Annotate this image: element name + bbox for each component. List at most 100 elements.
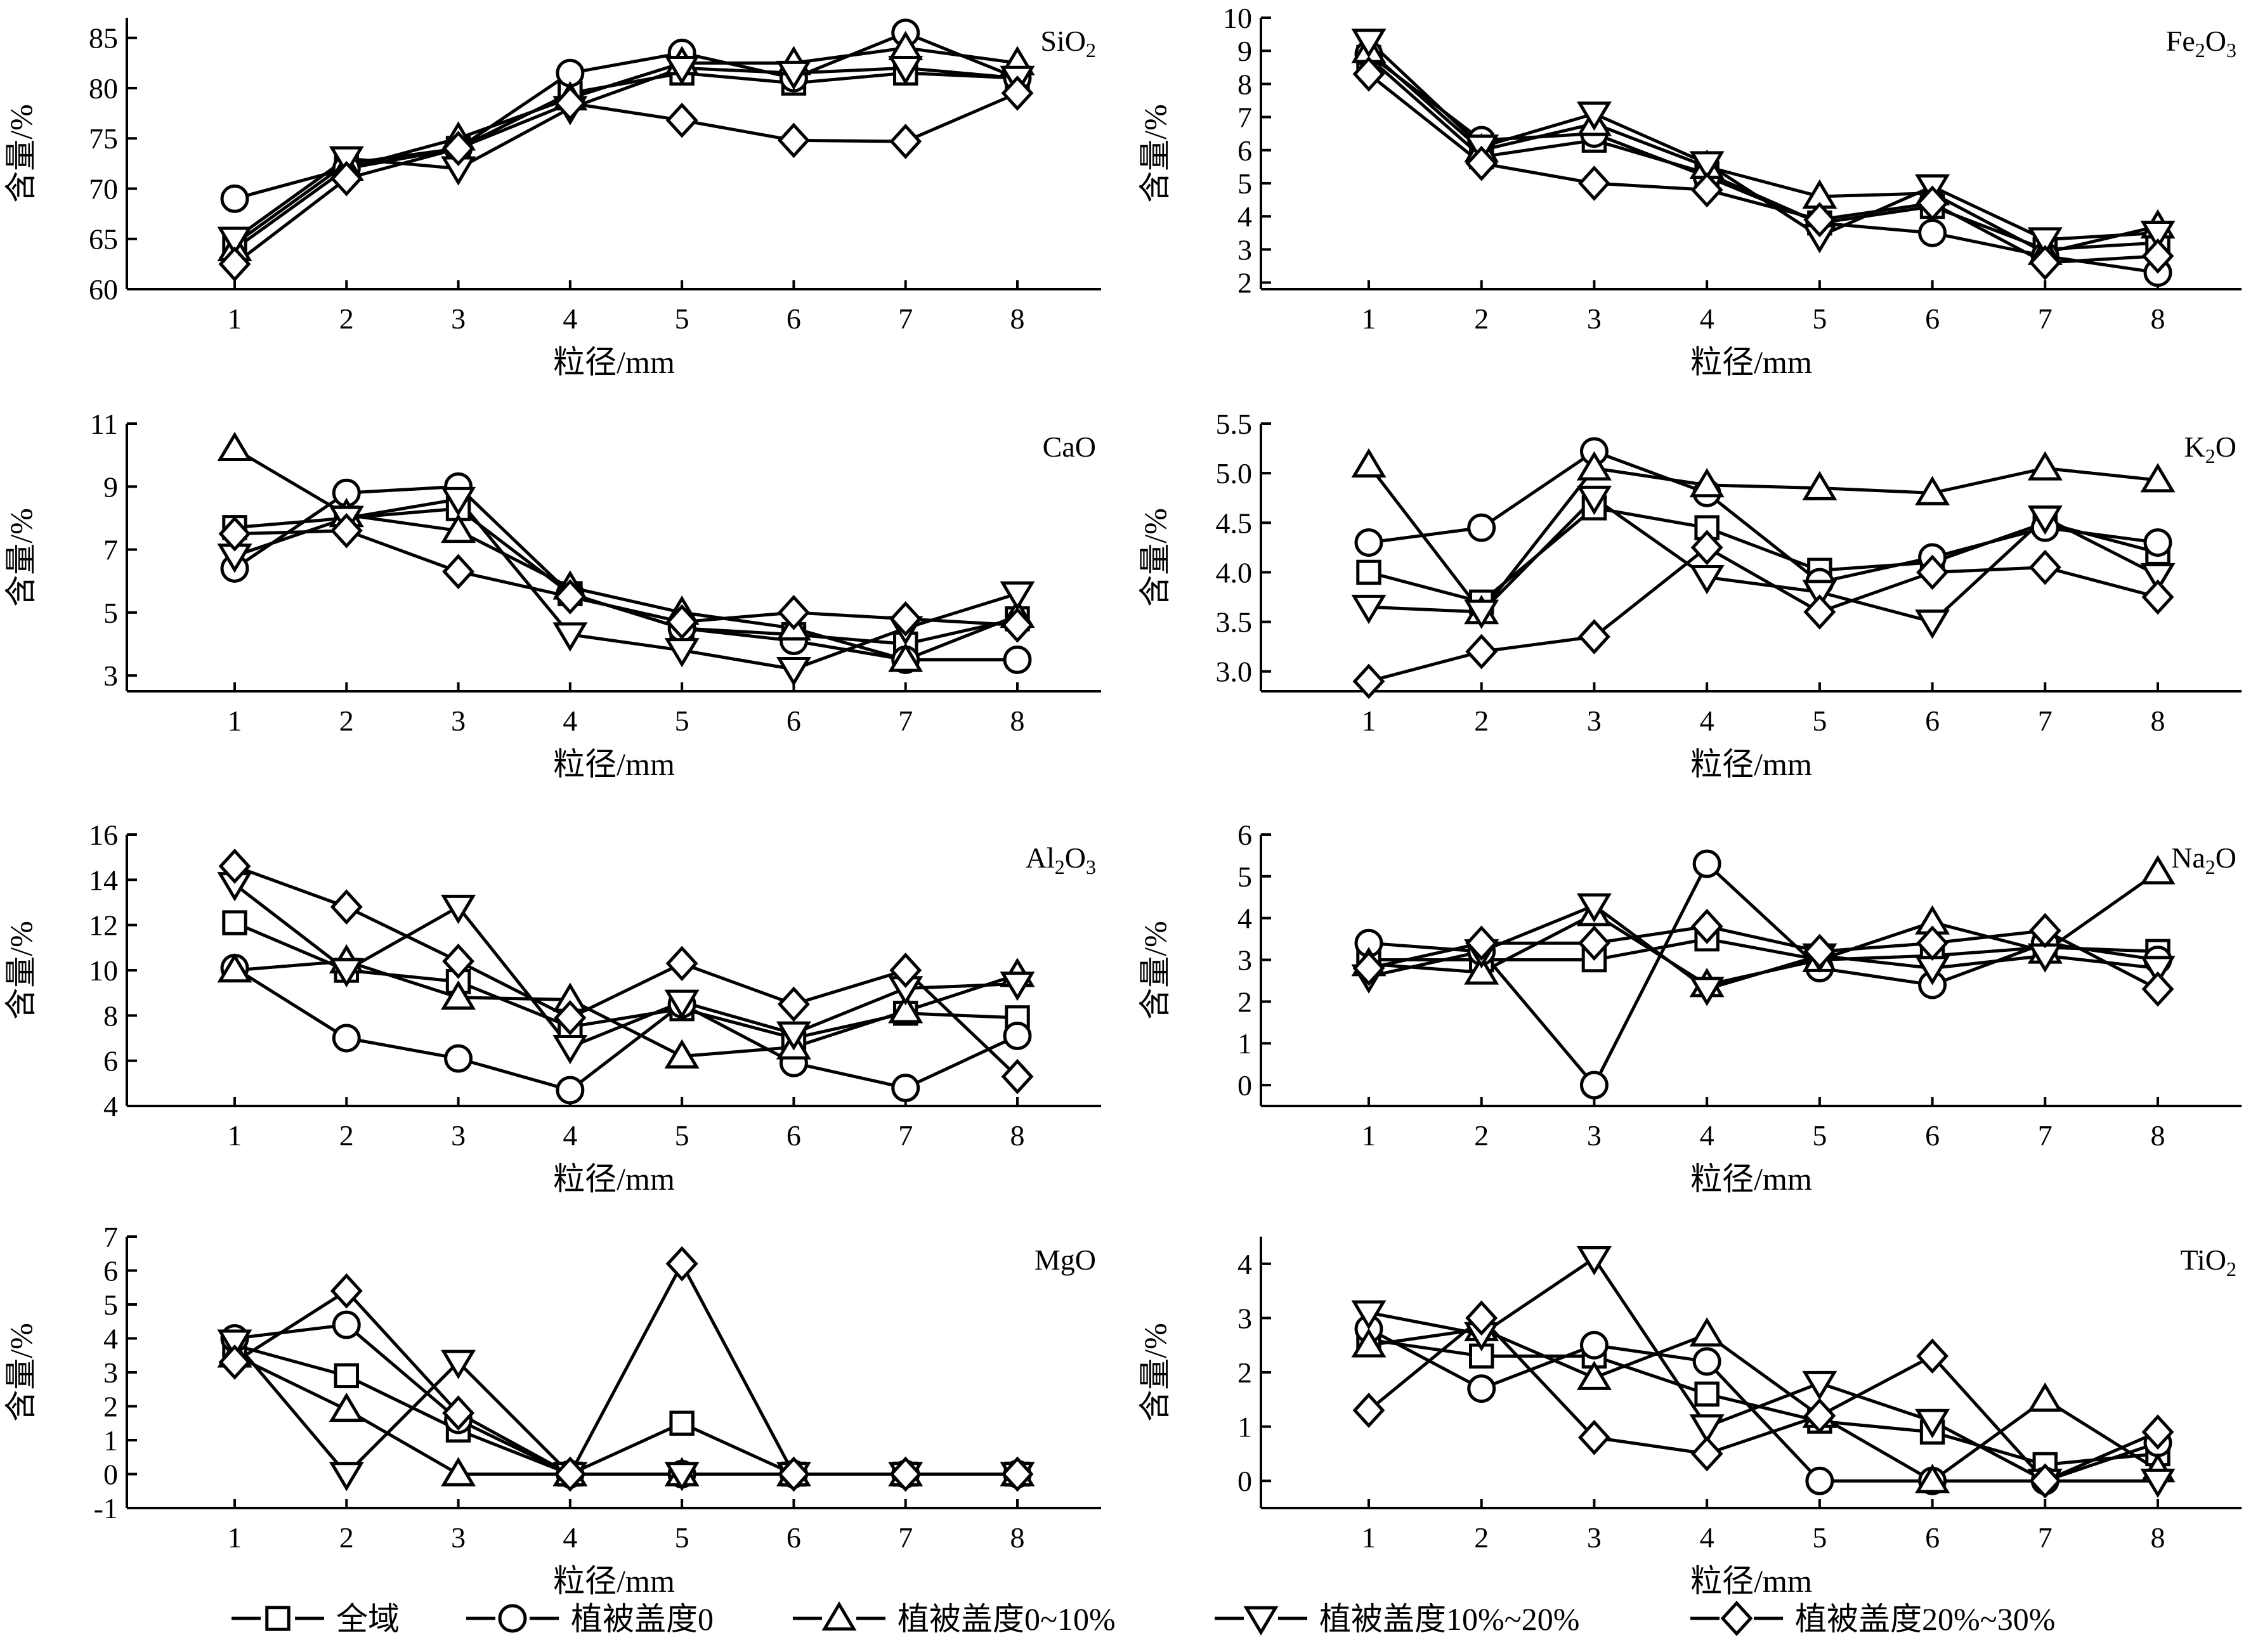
y-tick-label: 0	[1237, 1069, 1252, 1102]
data-point	[1690, 1436, 1723, 1472]
series-triangle-down	[234, 497, 1018, 671]
data-point	[777, 1456, 810, 1492]
y-axis-title: 含量/%	[1137, 1323, 1173, 1422]
data-point	[1805, 1466, 1834, 1495]
panel-title: SiO2	[1040, 25, 1096, 62]
data-point	[1464, 599, 1499, 629]
legend-marker	[265, 1606, 290, 1631]
data-point	[552, 622, 588, 652]
data-point	[2027, 1382, 2063, 1412]
x-tick-label: 5	[675, 1119, 689, 1152]
data-point	[1915, 609, 1950, 639]
y-tick-label: 8	[103, 999, 118, 1032]
legend-marker	[1720, 1601, 1753, 1636]
x-tick-label: 7	[898, 1119, 913, 1152]
data-point	[2140, 956, 2176, 985]
data-point	[1467, 1374, 1496, 1403]
panel-title: CaO	[1043, 431, 1096, 463]
data-point	[218, 516, 251, 552]
data-point	[218, 1344, 251, 1380]
series-markers-diamond	[1352, 1300, 2174, 1499]
data-point	[1577, 925, 1610, 961]
legend: 全域 植被盖度0 植被盖度0~10% 植被盖度10%~20% 植被盖度20%~30%	[232, 1601, 2055, 1637]
panel-title: K2O	[2184, 431, 2236, 467]
x-tick-label: 8	[2151, 1521, 2165, 1554]
data-point	[552, 1034, 588, 1065]
data-point	[441, 486, 476, 517]
series-line	[233, 91, 1018, 266]
data-point	[1803, 933, 1836, 970]
series-line	[233, 883, 1018, 1049]
data-point	[889, 1456, 922, 1492]
data-point	[1916, 554, 1949, 590]
data-point	[2140, 1468, 2176, 1499]
y-tick-label: 0	[1237, 1465, 1252, 1497]
series-line	[1367, 72, 2158, 264]
data-point	[1356, 559, 1381, 585]
x-axis-title: 粒径/mm	[553, 746, 675, 782]
x-tick-label: 6	[1925, 1521, 1940, 1554]
series-line	[233, 1262, 1017, 1476]
data-point	[664, 1462, 700, 1492]
y-tick-label: 3.5	[1216, 606, 1253, 639]
data-point	[2027, 505, 2063, 535]
x-tick-label: 3	[451, 705, 466, 737]
data-point	[442, 131, 475, 166]
data-point	[1803, 594, 1836, 630]
x-tick-label: 6	[1925, 302, 1940, 335]
y-tick-label: 7	[103, 1221, 118, 1253]
legend-item: 全域	[232, 1601, 400, 1637]
data-point	[1576, 1360, 1612, 1390]
y-tick-label: 75	[89, 122, 118, 155]
series-triangle-down	[1368, 1256, 2158, 1483]
data-point	[2143, 528, 2172, 557]
data-point	[1351, 1300, 1387, 1330]
legend-label: 植被盖度20%~30%	[1795, 1601, 2055, 1637]
x-tick-label: 3	[451, 302, 466, 335]
y-tick-label: 0	[103, 1459, 118, 1491]
x-tick-label: 7	[2038, 1119, 2053, 1152]
legend-item: 植被盖度10%~20%	[1215, 1601, 1579, 1637]
data-point	[1001, 607, 1034, 643]
data-point	[1576, 101, 1612, 131]
x-tick-label: 3	[1587, 1521, 1602, 1554]
legend-label: 植被盖度10%~20%	[1319, 1601, 1579, 1637]
y-tick-label: 6	[1237, 819, 1252, 851]
series-circle	[234, 31, 1018, 200]
y-axis-title: 含量/%	[3, 104, 39, 203]
y-tick-label: 7	[103, 534, 118, 566]
series-triangle-down	[233, 66, 1018, 240]
series-triangle-up	[1367, 49, 2158, 255]
series-markers-diamond	[1352, 909, 2174, 1007]
y-tick-label: 3	[1237, 1302, 1252, 1334]
y-tick-label: 10	[1223, 2, 1252, 34]
data-point	[1918, 218, 1947, 247]
data-point	[1003, 1021, 1032, 1050]
data-point	[1915, 1464, 1950, 1493]
x-tick-label: 4	[563, 705, 577, 737]
data-point	[2141, 971, 2174, 1007]
data-point	[1351, 29, 1387, 58]
y-tick-label: 4	[1237, 200, 1252, 233]
data-point	[1352, 950, 1385, 986]
data-point	[332, 1024, 361, 1053]
data-point	[888, 55, 924, 86]
x-axis-title: 粒径/mm	[1690, 344, 1812, 380]
legend-label: 全域	[336, 1601, 400, 1637]
data-point	[1579, 1070, 1609, 1100]
series-triangle-up	[233, 46, 1018, 250]
series-line	[1367, 1327, 2158, 1483]
x-tick-label: 1	[228, 1521, 242, 1554]
legend-item: 植被盖度0~10%	[793, 1601, 1116, 1637]
data-point	[1464, 955, 1499, 985]
series-markers-diamond	[218, 849, 1034, 1095]
data-point	[1465, 634, 1498, 670]
y-tick-label: 4.0	[1216, 556, 1253, 589]
data-point	[1001, 75, 1034, 111]
chart-panel-4: 3.0 3.5 4.0 4.5 5.0 5.5 1 2 3 4 5 6 7 8 粒径/mm 含量/% K2O	[1137, 408, 2242, 782]
x-tick-label: 8	[1010, 1119, 1025, 1152]
y-tick-label: 4.5	[1216, 507, 1253, 539]
y-tick-label: 1	[1237, 1027, 1252, 1060]
data-point	[1692, 849, 1721, 878]
x-tick-label: 5	[1812, 302, 1827, 335]
